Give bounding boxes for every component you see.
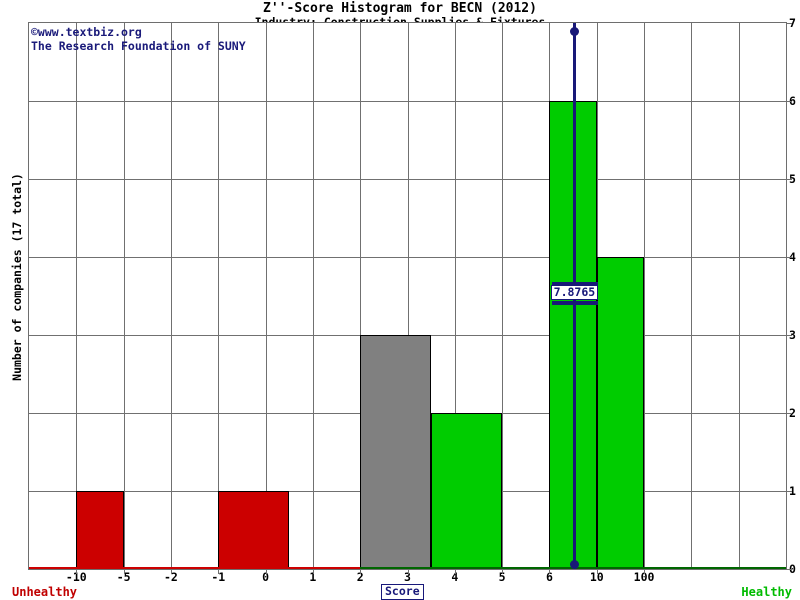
histogram-bar <box>596 257 645 569</box>
gridline-vertical <box>502 23 504 569</box>
x-axis-tick-mark <box>549 570 551 574</box>
y-axis-tick-mark <box>787 23 792 24</box>
x-axis-tick-mark <box>644 570 646 574</box>
chart-title: Z''-Score Histogram for BECN (2012) <box>263 1 537 16</box>
x-axis-tick-label: -10 <box>65 570 87 584</box>
y-axis-title: Number of companies (17 total) <box>10 173 24 381</box>
x-axis-tick-mark <box>76 570 78 574</box>
gridline-vertical <box>312 23 314 569</box>
x-axis-tick-mark <box>218 570 220 574</box>
y-axis-tick-mark <box>787 335 792 336</box>
plot-area: 7.8765 <box>28 22 787 570</box>
histogram-bar <box>549 101 597 569</box>
x-axis-tick-mark <box>454 570 456 574</box>
x-axis-tick-label: 10 <box>589 570 604 584</box>
y-axis-tick-mark <box>787 491 792 492</box>
x-axis-tick-label: 5 <box>498 570 506 584</box>
x-axis-tick-mark <box>407 570 409 574</box>
unhealthy-caption: Unhealthy <box>12 585 78 599</box>
y-axis-tick-label: 1 <box>789 484 796 498</box>
score-marker-cap-top <box>551 282 598 287</box>
gridline-vertical <box>691 23 693 569</box>
gridline-vertical <box>265 23 267 569</box>
y-axis-tick-mark <box>787 569 792 570</box>
gridline-horizontal <box>29 179 786 180</box>
histogram-bar <box>431 413 503 569</box>
baseline-unhealthy <box>29 567 361 569</box>
x-axis-tick-label: 4 <box>451 570 459 584</box>
y-axis-tick-mark <box>787 413 792 414</box>
score-marker-label: 7.8765 <box>550 285 599 301</box>
gridline-vertical <box>644 23 646 569</box>
x-axis-tick-mark <box>596 570 598 574</box>
watermark-line-2: The Research Foundation of SUNY <box>31 39 246 53</box>
watermark-line-1: ©www.textbiz.org <box>31 25 142 39</box>
gridline-vertical <box>407 23 409 569</box>
gridline-horizontal <box>29 257 786 258</box>
y-axis-tick-mark <box>787 101 792 102</box>
x-axis-tick-mark <box>123 570 125 574</box>
gridline-vertical <box>76 23 78 569</box>
x-axis-tick-mark <box>170 570 172 574</box>
x-axis-tick-mark <box>265 570 267 574</box>
score-marker-dot-bottom <box>570 560 580 569</box>
gridline-vertical <box>738 23 740 569</box>
watermark: ©www.textbiz.org The Research Foundation… <box>31 25 246 53</box>
x-axis-tick-label: 0 <box>262 570 270 584</box>
healthy-caption: Healthy <box>741 585 792 599</box>
x-axis-tick-label: 100 <box>633 570 655 584</box>
gridline-horizontal <box>29 101 786 102</box>
y-axis-tick-mark <box>787 257 792 258</box>
x-axis-tick-label: -2 <box>164 570 178 584</box>
x-axis-tick-mark <box>360 570 362 574</box>
histogram-bar <box>218 491 290 569</box>
gridline-vertical <box>454 23 456 569</box>
x-axis-tick-label: -5 <box>116 570 131 584</box>
gridline-vertical <box>123 23 125 569</box>
gridline-vertical <box>170 23 172 569</box>
x-axis-tick-label: 2 <box>356 570 364 584</box>
gridline-vertical <box>360 23 362 569</box>
y-axis-tick-label: 5 <box>789 172 796 186</box>
histogram-bar <box>360 335 432 569</box>
y-axis-tick-label: 2 <box>789 406 796 420</box>
x-axis-tick-label: 3 <box>404 570 411 584</box>
histogram-bar <box>76 491 124 569</box>
x-axis-tick-label: -1 <box>211 570 226 584</box>
gridline-vertical <box>218 23 220 569</box>
y-axis-tick-label: 4 <box>789 250 796 264</box>
y-axis-tick-label: 6 <box>789 94 796 108</box>
x-axis-title: Score <box>381 584 424 600</box>
y-axis-tick-label: 3 <box>789 328 796 342</box>
x-axis-tick-mark <box>502 570 504 574</box>
score-marker-cap-bottom <box>551 301 598 306</box>
y-axis-tick-mark <box>787 179 792 180</box>
score-marker-dot-top <box>570 27 580 36</box>
y-axis-tick-label: 0 <box>789 562 796 576</box>
y-axis-tick-label: 7 <box>789 16 796 30</box>
x-axis-tick-label: 1 <box>309 570 317 584</box>
x-axis-tick-label: 6 <box>545 570 553 584</box>
x-axis-tick-mark <box>312 570 314 574</box>
